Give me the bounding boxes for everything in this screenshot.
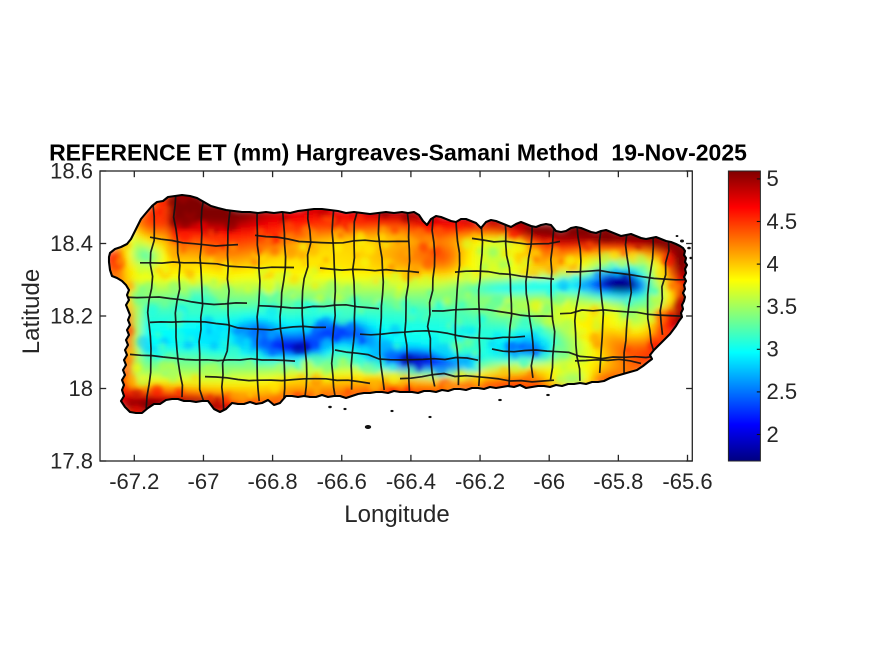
svg-text:Longitude: Longitude [344, 501, 449, 528]
svg-text:-66.8: -66.8 [248, 469, 298, 494]
svg-text:5: 5 [767, 166, 779, 191]
svg-text:17.8: 17.8 [50, 448, 93, 473]
svg-text:-65.6: -65.6 [662, 469, 712, 494]
svg-text:REFERENCE ET (mm) Hargreaves-S: REFERENCE ET (mm) Hargreaves-Samani Meth… [49, 140, 747, 166]
svg-text:-67: -67 [188, 469, 220, 494]
svg-text:-67.2: -67.2 [109, 469, 159, 494]
svg-text:-66.4: -66.4 [386, 469, 436, 494]
svg-text:2.5: 2.5 [767, 379, 798, 404]
svg-text:3: 3 [767, 337, 779, 362]
svg-text:-65.8: -65.8 [593, 469, 643, 494]
svg-text:18.4: 18.4 [50, 231, 93, 256]
svg-text:4: 4 [767, 251, 779, 276]
svg-text:2: 2 [767, 422, 779, 447]
svg-text:18: 18 [69, 376, 93, 401]
svg-text:-66.2: -66.2 [455, 469, 505, 494]
svg-text:18.6: 18.6 [50, 158, 93, 183]
svg-text:4.5: 4.5 [767, 209, 798, 234]
svg-text:3.5: 3.5 [767, 294, 798, 319]
svg-text:18.2: 18.2 [50, 303, 93, 328]
svg-text:Latitude: Latitude [18, 269, 45, 354]
svg-text:-66.6: -66.6 [317, 469, 367, 494]
svg-text:-66: -66 [533, 469, 565, 494]
